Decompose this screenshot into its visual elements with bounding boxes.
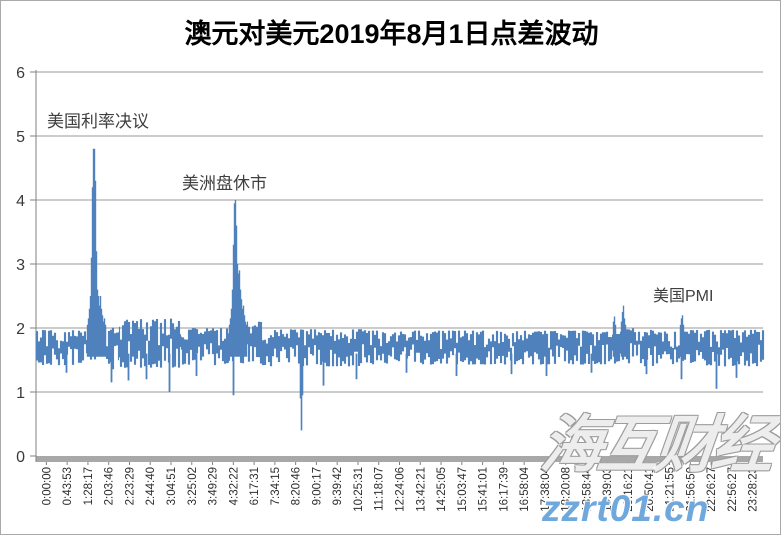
y-tick-label: 1 (16, 385, 25, 402)
x-tick-label: 0:00:00 (41, 467, 53, 505)
x-tick-label: 13:42:21 (415, 467, 427, 512)
x-tick-label: 23:28:23 (748, 467, 760, 512)
x-tick-label: 3:25:02 (187, 467, 199, 505)
x-tick-label: 4:32:22 (228, 467, 240, 505)
x-tick-label: 20:50:41 (644, 467, 656, 512)
x-tick-label: 21:56:50 (685, 467, 697, 512)
x-tick-label: 12:24:06 (395, 467, 407, 512)
x-tick-label: 18:58:44 (581, 466, 593, 511)
x-tick-label: 2:44:40 (145, 467, 157, 505)
x-tick-label: 9:39:42 (332, 467, 344, 505)
x-tick-label: 3:49:29 (208, 467, 220, 505)
x-tick-label: 15:41:01 (478, 467, 490, 512)
x-tick-label: 20:16:21 (623, 467, 635, 512)
x-tick-label: 22:56:27 (727, 467, 739, 512)
y-tick-label: 0 (16, 449, 25, 466)
spread-series-dips (65, 353, 738, 396)
x-tick-label: 21:21:55 (665, 467, 677, 512)
annotation-rate-decision: 美国利率决议 (47, 112, 149, 131)
x-tick-label: 0:43:53 (62, 467, 74, 505)
x-axis-baseline (36, 456, 763, 462)
x-tick-label: 9:00:17 (311, 467, 323, 505)
x-tick-label: 15:03:47 (457, 467, 469, 512)
x-tick-label: 18:20:08 (561, 467, 573, 512)
y-tick-label: 6 (16, 65, 25, 82)
x-tick-label: 6:17:31 (249, 467, 261, 505)
x-tick-label: 17:38:04 (540, 466, 552, 511)
spread-series-spikes-up (86, 148, 685, 357)
spread-series-spike-down (299, 347, 304, 431)
x-tick-label: 14:25:05 (436, 467, 448, 512)
x-tick-label: 11:18:07 (374, 467, 386, 511)
x-tick-label: 2:03:46 (104, 467, 116, 505)
x-tick-label: 3:04:51 (166, 467, 178, 505)
x-tick-label: 22:26:27 (706, 467, 718, 512)
y-tick-label: 2 (16, 321, 25, 338)
annotation-us-pmi: 美国PMI (653, 288, 714, 305)
x-tick-label: 1:28:17 (83, 467, 95, 505)
annotation-market-close: 美洲盘休市 (182, 174, 267, 193)
y-tick-label: 5 (16, 129, 25, 146)
spread-series-band (35, 318, 765, 370)
x-tick-label: 10:25:31 (353, 467, 365, 512)
x-tick-label: 19:39:03 (602, 467, 614, 512)
x-tick-label: 7:34:15 (270, 467, 282, 505)
x-tick-label: 8:20:46 (291, 467, 303, 505)
x-tick-label: 16:17:39 (498, 467, 510, 512)
y-tick-label: 3 (16, 257, 25, 274)
chart-title: 澳元对美元2019年8月1日点差波动 (184, 19, 599, 49)
watermark-brand-text: 海互财经 (537, 411, 773, 480)
watermark-site-link[interactable]: zzrt01.cn (542, 488, 710, 529)
y-tick-label: 4 (16, 193, 25, 210)
x-tick-label: 2:23:29 (124, 467, 136, 505)
x-tick-label: 16:58:04 (519, 466, 531, 511)
